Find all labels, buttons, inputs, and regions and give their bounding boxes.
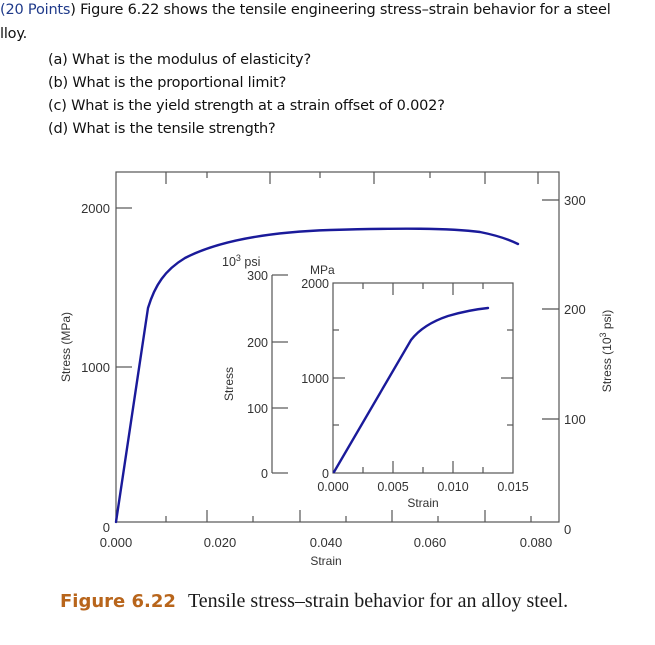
svg-text:0.060: 0.060 xyxy=(414,535,447,550)
svg-text:0.020: 0.020 xyxy=(204,535,237,550)
main-x-ticks xyxy=(115,172,559,522)
inset-plot-frame xyxy=(332,282,514,474)
points-label: (20 Points xyxy=(0,2,71,18)
inset-psi-axis xyxy=(271,274,288,474)
inset-psi-tick-labels: 300 200 100 0 xyxy=(247,269,268,481)
inset-ticks xyxy=(333,283,513,473)
svg-text:0.040: 0.040 xyxy=(310,535,343,550)
svg-text:0.010: 0.010 xyxy=(437,480,468,494)
inset-psi-unit: 103 psi xyxy=(222,253,260,269)
inset-mpa-unit: MPa xyxy=(310,263,335,277)
question-part-b: (b) What is the proportional limit? xyxy=(48,75,287,91)
svg-text:0: 0 xyxy=(261,467,268,481)
svg-text:2000: 2000 xyxy=(81,201,110,216)
main-y-right-axis-title: Stress (103 psi) xyxy=(598,310,614,392)
question-intro: (20 Points) Figure 6.22 shows the tensil… xyxy=(0,2,611,18)
figure-caption: Figure 6.22 Tensile stress–strain behavio… xyxy=(60,588,620,615)
figure-caption-label: Figure 6.22 xyxy=(60,591,176,612)
main-x-axis-title: Strain xyxy=(310,554,341,568)
svg-text:2000: 2000 xyxy=(301,277,329,291)
svg-text:0: 0 xyxy=(322,467,329,481)
svg-text:0.000: 0.000 xyxy=(317,480,348,494)
svg-text:100: 100 xyxy=(247,402,268,416)
svg-text:0: 0 xyxy=(564,522,571,537)
svg-text:1000: 1000 xyxy=(81,360,110,375)
svg-text:0: 0 xyxy=(103,520,110,535)
question-part-c: (c) What is the yield strength at a stra… xyxy=(48,98,445,114)
inset-stress-strain-curve xyxy=(332,306,490,474)
svg-text:0.080: 0.080 xyxy=(520,535,553,550)
main-stress-strain-curve xyxy=(114,227,520,524)
inset-tick-labels: 2000 1000 0 0.000 0.005 0.010 0.015 xyxy=(301,277,529,494)
main-tick-labels: 2000 1000 0 0.000 0.020 0.040 0.060 0.08… xyxy=(81,193,586,550)
main-plot-frame xyxy=(115,171,560,523)
inset-x-axis-title: Strain xyxy=(407,496,438,510)
main-y-left-axis-title: Stress (MPa) xyxy=(59,312,73,382)
question-intro-cont: lloy. xyxy=(0,26,28,42)
svg-text:300: 300 xyxy=(247,269,268,283)
svg-text:0.000: 0.000 xyxy=(100,535,133,550)
figure-caption-text: Tensile stress–strain behavior for an al… xyxy=(187,590,569,612)
question-part-a: (a) What is the modulus of elasticity? xyxy=(48,52,311,68)
svg-text:0.005: 0.005 xyxy=(377,480,408,494)
question-part-d: (d) What is the tensile strength? xyxy=(48,121,276,137)
svg-text:0.015: 0.015 xyxy=(497,480,528,494)
svg-text:200: 200 xyxy=(564,302,586,317)
inset-y-axis-title: Stress xyxy=(222,367,236,401)
svg-text:200: 200 xyxy=(247,336,268,350)
svg-text:100: 100 xyxy=(564,412,586,427)
svg-text:300: 300 xyxy=(564,193,586,208)
svg-text:1000: 1000 xyxy=(301,372,329,386)
